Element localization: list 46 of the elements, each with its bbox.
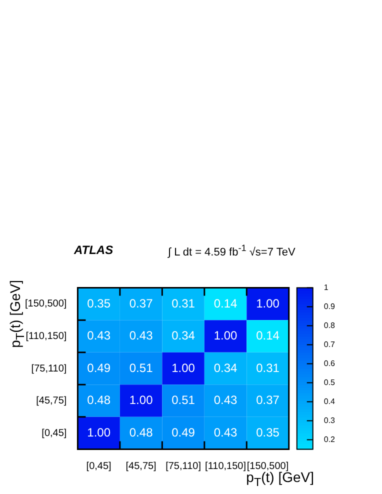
data-label: 0.43 [129, 328, 154, 343]
data-label: 0.37 [129, 296, 154, 310]
color-bar-label: 0.7 [324, 340, 336, 349]
color-bar-label: 0.9 [324, 302, 336, 311]
x-tick-label: [150,500] [246, 460, 289, 472]
data-label: 0.49 [172, 425, 196, 440]
color-bar-label: 1 [324, 283, 329, 292]
y-tick-label: [45,75] [36, 396, 67, 407]
data-label: 1.00 [214, 328, 238, 343]
data-label: 0.51 [129, 360, 154, 375]
data-label: 0.34 [214, 360, 238, 375]
data-label: 1.00 [256, 296, 280, 310]
color-bar-label: 0.8 [324, 320, 336, 330]
data-label: 0.49 [87, 360, 111, 375]
x-tick-label: [110,150] [205, 460, 246, 472]
y-tick-label: [75,110] [31, 363, 67, 374]
data-label: 0.43 [87, 328, 111, 343]
data-label: 0.43 [214, 393, 238, 408]
data-label: 0.43 [214, 425, 238, 440]
data-label: 0.31 [172, 296, 196, 310]
data-label: 0.31 [256, 360, 280, 375]
x-tick-label: [45,75] [126, 460, 157, 472]
color-bar-label: 0.2 [324, 434, 336, 444]
color-bar-label: 0.6 [324, 358, 336, 368]
x-tick-label: [75,110] [166, 460, 202, 472]
y-tick-label: [0,45] [42, 428, 67, 439]
data-label: 0.35 [256, 425, 280, 440]
data-label: 0.14 [214, 296, 238, 310]
data-label: 0.48 [129, 425, 154, 440]
data-label: 1.00 [172, 360, 196, 375]
text: ∫ L dt = 4.59 fb$^{-1}$ √s=7 TeV [168, 243, 296, 259]
data-label: 1.00 [87, 425, 111, 440]
color-bar-label: 0.3 [324, 416, 336, 425]
color-bar-label: 0.4 [324, 396, 336, 406]
text: ATLAS [74, 243, 114, 257]
data-label: 1.00 [129, 393, 154, 408]
data-label: 0.37 [256, 393, 280, 408]
y-tick-label: [110,150] [26, 330, 67, 342]
color-bar-label: 0.5 [324, 378, 336, 387]
x-tick-label: [0,45] [86, 460, 112, 472]
data-label: 0.14 [256, 328, 280, 343]
data-label: 0.51 [172, 393, 196, 408]
y-tick-label: [150,500] [24, 298, 67, 310]
data-label: 0.48 [87, 393, 111, 408]
data-label: 0.35 [87, 296, 111, 310]
data-label: 0.34 [172, 328, 196, 343]
